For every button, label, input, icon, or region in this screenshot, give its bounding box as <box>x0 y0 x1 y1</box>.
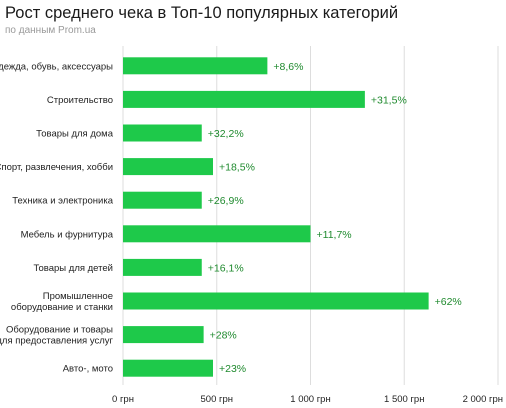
category-label: Одежда, обувь, аксессуары <box>0 61 113 72</box>
bar <box>123 57 268 75</box>
bar <box>123 191 202 209</box>
data-label: +62% <box>435 296 462 308</box>
category-label: Строительство <box>47 95 113 106</box>
data-label: +8,6% <box>273 61 303 73</box>
data-label: +16,1% <box>208 262 244 274</box>
bar <box>123 292 429 310</box>
bar <box>123 326 204 344</box>
data-label: +23% <box>219 363 246 375</box>
value-labels: +8,6% +31,5% +32,2% +18,5% +26,9% +11,7% +16,1… <box>208 61 462 375</box>
category-label: Оборудование и товары для предоставления … <box>0 325 114 347</box>
chart-subtitle: по данным Prom.ua <box>5 25 96 36</box>
x-tick-label: 0 грн <box>112 394 134 405</box>
data-label: +11,7% <box>317 229 352 241</box>
bar <box>123 158 213 176</box>
category-labels: Одежда, обувь, аксессуары Строительство То… <box>0 61 114 374</box>
bar <box>123 90 365 108</box>
bars <box>123 57 429 377</box>
bar <box>123 359 213 377</box>
x-tick-label: 500 грн <box>201 394 234 405</box>
x-axis-tick-labels: 0 грн 500 грн 1 000 грн 1 500 грн 2 000 грн <box>112 394 503 405</box>
data-label: +31,5% <box>371 94 407 106</box>
data-label: +18,5% <box>219 162 255 174</box>
data-label: +26,9% <box>208 195 244 207</box>
category-label: Товары для дома <box>36 129 114 140</box>
category-label: Авто-, мото <box>63 364 113 375</box>
category-label: Мебель и фурнитура <box>21 229 114 240</box>
bar <box>123 225 311 243</box>
category-label: Техника и электроника <box>12 196 113 207</box>
data-label: +28% <box>210 330 237 342</box>
bar <box>123 258 202 276</box>
x-tick-label: 1 000 грн <box>290 394 330 405</box>
bar <box>123 124 202 142</box>
data-label: +32,2% <box>208 128 244 140</box>
category-label: Спорт, развлечения, хобби <box>0 162 113 173</box>
x-tick-label: 2 000 грн <box>463 394 503 405</box>
category-label: Товары для детей <box>33 263 113 274</box>
chart-title: Рост среднего чека в Топ-10 популярных к… <box>5 4 399 22</box>
category-label: Промышленное оборудование и станки <box>11 291 113 313</box>
x-tick-label: 1 500 грн <box>384 394 424 405</box>
